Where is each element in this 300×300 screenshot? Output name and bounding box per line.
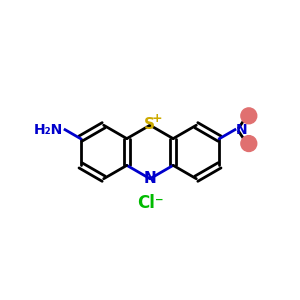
Text: N: N <box>236 123 248 137</box>
Circle shape <box>241 108 257 124</box>
Text: N: N <box>144 171 156 186</box>
Text: Cl⁻: Cl⁻ <box>137 194 163 211</box>
Text: S: S <box>143 117 155 132</box>
Text: +: + <box>152 112 162 125</box>
Circle shape <box>241 136 257 152</box>
Text: H₂N: H₂N <box>34 123 63 137</box>
